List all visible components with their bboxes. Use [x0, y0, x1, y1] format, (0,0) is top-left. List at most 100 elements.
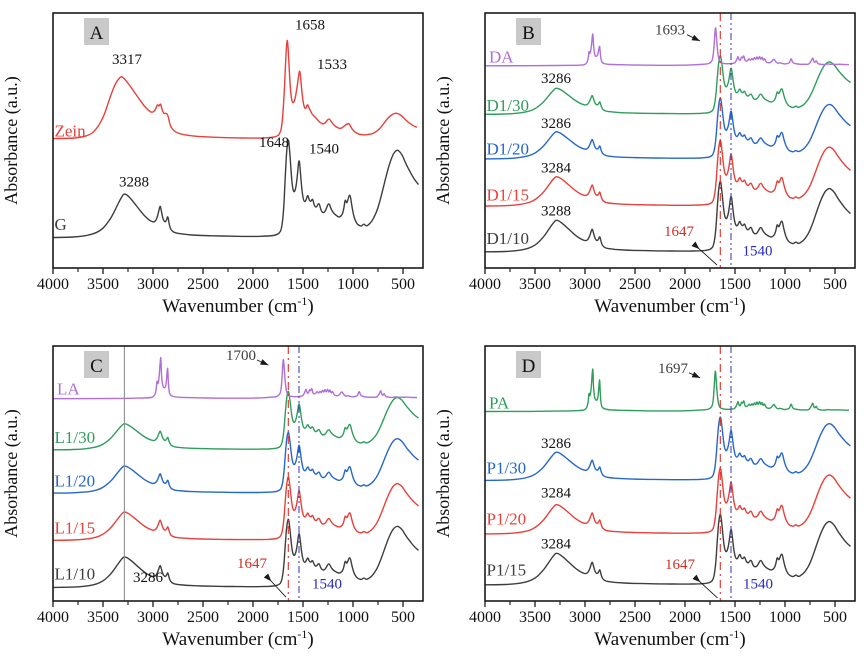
- peak-label-3317: 3317: [112, 52, 143, 68]
- panel-letter-box: [516, 351, 541, 378]
- annotation-1647: 1647: [664, 224, 695, 240]
- series-label-L1/20: L1/20: [55, 471, 96, 490]
- y-axis-label: Absorbance (a.u.): [433, 76, 454, 204]
- series-label-D1/30: D1/30: [487, 96, 530, 115]
- panel-letter: A: [90, 23, 104, 44]
- series-label-DA: DA: [489, 48, 514, 67]
- panel-C-chart: 4000 3500 3000 2500 2000 1500 1000 500 Wavenumbe…: [0, 333, 432, 665]
- series-curve-Zein: [52, 39, 418, 140]
- x-axis-tick-label: 1000: [769, 609, 801, 626]
- x-axis-tick-label: 2500: [619, 276, 651, 293]
- series-curve-D1/10: [484, 180, 851, 253]
- x-axis-tick-label: 3500: [519, 609, 551, 626]
- panel-D: 4000 3500 3000 2500 2000 1500 1000 500 Wavenumbe…: [432, 333, 864, 665]
- peak-label-3284: 3284: [541, 486, 572, 502]
- annotation-arrowhead-1697: [691, 371, 701, 378]
- x-axis-tick-label: 2000: [669, 276, 701, 293]
- annotation-1540: 1540: [743, 576, 773, 592]
- peak-label-1533: 1533: [317, 57, 347, 73]
- x-axis-tick-label: 1500: [287, 609, 319, 626]
- x-axis-tick-label: 500: [823, 609, 847, 626]
- x-axis-label: Wavenumber (cm-1): [162, 294, 313, 317]
- panel-letter: D: [522, 356, 536, 377]
- x-axis-tick-label: 1500: [287, 276, 319, 293]
- x-axis-tick-label: 1000: [337, 609, 369, 626]
- x-axis-tick-label: 3500: [87, 609, 119, 626]
- panel-background: [0, 0, 432, 332]
- y-axis-label: Absorbance (a.u.): [1, 409, 22, 537]
- peak-label-3284: 3284: [541, 160, 572, 176]
- x-axis-tick-label: 2500: [619, 609, 651, 626]
- panel-letter-box: [516, 18, 541, 45]
- series-label-L1/15: L1/15: [55, 518, 96, 537]
- series-curve-P1/15: [484, 513, 851, 586]
- panel-letter: C: [90, 356, 103, 377]
- x-axis-tick-label: 1000: [337, 276, 369, 293]
- x-axis-label: Wavenumber (cm-1): [162, 627, 313, 650]
- x-axis-tick-label: 4000: [469, 609, 501, 626]
- panel-background: [432, 333, 864, 665]
- peak-label-3288: 3288: [541, 204, 571, 220]
- series-label-L1/10: L1/10: [55, 564, 96, 583]
- y-axis-label: Absorbance (a.u.): [1, 76, 22, 204]
- x-axis-tick-label: 3000: [137, 609, 169, 626]
- annotation-1647: 1647: [237, 556, 268, 572]
- x-axis-tick-label: 2000: [669, 609, 701, 626]
- series-label-P1/30: P1/30: [487, 459, 527, 478]
- annotation-1540: 1540: [312, 576, 342, 592]
- series-label-P1/20: P1/20: [487, 510, 527, 529]
- panel-C: 4000 3500 3000 2500 2000 1500 1000 500 Wavenumbe…: [0, 333, 432, 665]
- series-curve-D1/15: [484, 139, 851, 207]
- series-label-PA: PA: [489, 394, 510, 413]
- x-axis-tick-label: 500: [391, 276, 415, 293]
- x-axis-tick-label: 3500: [519, 276, 551, 293]
- series-label-Zein: Zein: [55, 122, 87, 141]
- x-axis-label: Wavenumber (cm-1): [594, 294, 745, 317]
- series-curve-D1/20: [484, 97, 851, 160]
- series-curve-G: [52, 139, 420, 239]
- series-curve-L1/15: [52, 476, 419, 541]
- plot-box: [52, 345, 424, 602]
- peak-label-3286: 3286: [541, 436, 572, 452]
- annotation-arrowhead-1647: [692, 574, 701, 583]
- plot-box: [484, 12, 856, 269]
- series-label-P1/15: P1/15: [487, 561, 527, 580]
- x-axis-tick-label: 2000: [237, 276, 269, 293]
- annotation-1647: 1647: [665, 557, 696, 573]
- annotation-1540: 1540: [743, 243, 773, 259]
- annotation-1700: 1700: [226, 348, 256, 364]
- peak-label-1540: 1540: [309, 141, 339, 157]
- series-curve-LA: [52, 356, 417, 400]
- panel-letter-box: [84, 351, 109, 378]
- peak-label-3288: 3288: [119, 174, 149, 190]
- x-axis-label: Wavenumber (cm-1): [594, 627, 745, 650]
- panel-A: 4000 3500 3000 2500 2000 1500 1000 500 Wavenumbe…: [0, 0, 432, 333]
- panel-B-chart: 4000 3500 3000 2500 2000 1500 1000 500 Wavenumbe…: [432, 0, 864, 332]
- series-label-D1/10: D1/10: [487, 229, 530, 248]
- annotation-arrowhead-1700: [260, 359, 269, 366]
- x-axis-tick-label: 3000: [137, 276, 169, 293]
- x-axis-tick-label: 3000: [569, 609, 601, 626]
- x-axis-tick-label: 3500: [87, 276, 119, 293]
- x-axis-tick-label: 3000: [569, 276, 601, 293]
- panel-background: [432, 0, 864, 332]
- x-axis-tick-label: 2000: [237, 609, 269, 626]
- plot-box: [52, 12, 424, 269]
- peak-label-3286: 3286: [541, 116, 572, 132]
- panel-letter-box: [84, 18, 109, 45]
- peak-label-1648: 1648: [259, 135, 289, 151]
- series-curve-L1/30: [52, 390, 419, 451]
- plot-box: [484, 345, 856, 602]
- panel-background: [0, 333, 432, 665]
- peak-label-3286: 3286: [541, 71, 572, 87]
- series-curve-D1/30: [484, 55, 851, 115]
- series-label-LA: LA: [57, 379, 80, 398]
- panel-D-chart: 4000 3500 3000 2500 2000 1500 1000 500 Wavenumbe…: [432, 333, 864, 665]
- annotation-arrowhead-1647: [263, 573, 272, 582]
- panel-letter: B: [522, 23, 535, 44]
- y-axis-label: Absorbance (a.u.): [433, 409, 454, 537]
- annotation-1693: 1693: [655, 23, 685, 39]
- x-axis-tick-label: 4000: [37, 276, 69, 293]
- series-label-D1/20: D1/20: [487, 140, 530, 159]
